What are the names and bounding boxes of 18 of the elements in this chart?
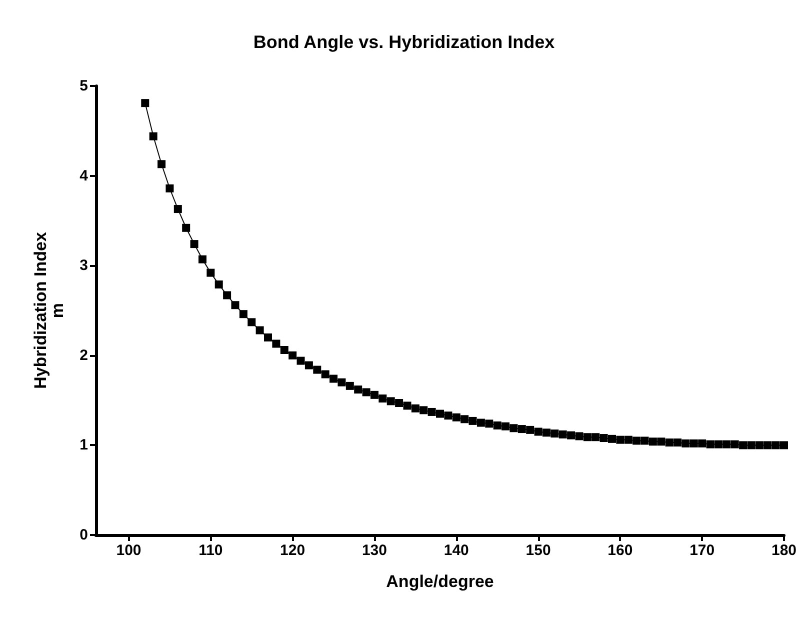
- y-tick-label: 2: [80, 346, 88, 364]
- x-tick-label: 110: [198, 542, 223, 559]
- y-tick-label: 0: [80, 526, 88, 544]
- y-axis-title: Hybridization Index m: [31, 232, 67, 389]
- x-tick-label: 120: [280, 542, 306, 559]
- x-tick-label: 130: [362, 542, 387, 559]
- x-tick-label: 170: [690, 542, 715, 559]
- y-tick-label: 3: [80, 257, 88, 274]
- y-tick-label: 1: [80, 436, 88, 454]
- x-tick-label: 150: [526, 542, 551, 559]
- y-tick-label: 5: [80, 78, 88, 94]
- x-tick-label: 100: [116, 542, 142, 559]
- x-tick-label: 160: [608, 542, 633, 559]
- x-tick-label: 180: [771, 542, 797, 559]
- x-tick-label: 140: [444, 542, 469, 559]
- chart-title: Bond Angle vs. Hybridization Index: [253, 32, 555, 52]
- x-axis-title: Angle/degree: [386, 572, 494, 591]
- y-tick-label: 4: [80, 167, 89, 184]
